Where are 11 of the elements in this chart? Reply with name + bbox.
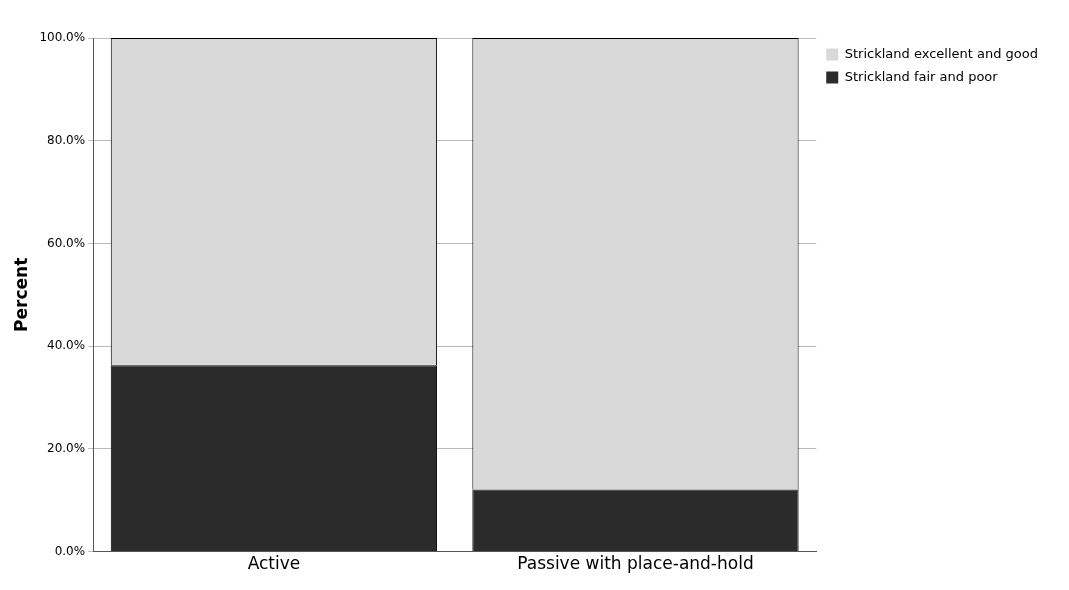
y-tick-label: 80.0% [47, 132, 86, 147]
y-tick-label: 60.0% [47, 235, 86, 250]
x-tick-label: Passive with place-and-hold [517, 553, 754, 574]
x-tick-label: Active [247, 553, 301, 574]
y-tick-label: 100.0% [39, 30, 86, 45]
y-tick-label: 20.0% [47, 441, 86, 456]
legend-label: Strickland fair and poor [844, 68, 999, 84]
y-tick-label: 40.0% [47, 338, 86, 353]
y-axis-title: Percent [10, 257, 31, 332]
y-tick-label: 0.0% [54, 543, 86, 558]
legend-label: Strickland excellent and good [844, 45, 1039, 61]
